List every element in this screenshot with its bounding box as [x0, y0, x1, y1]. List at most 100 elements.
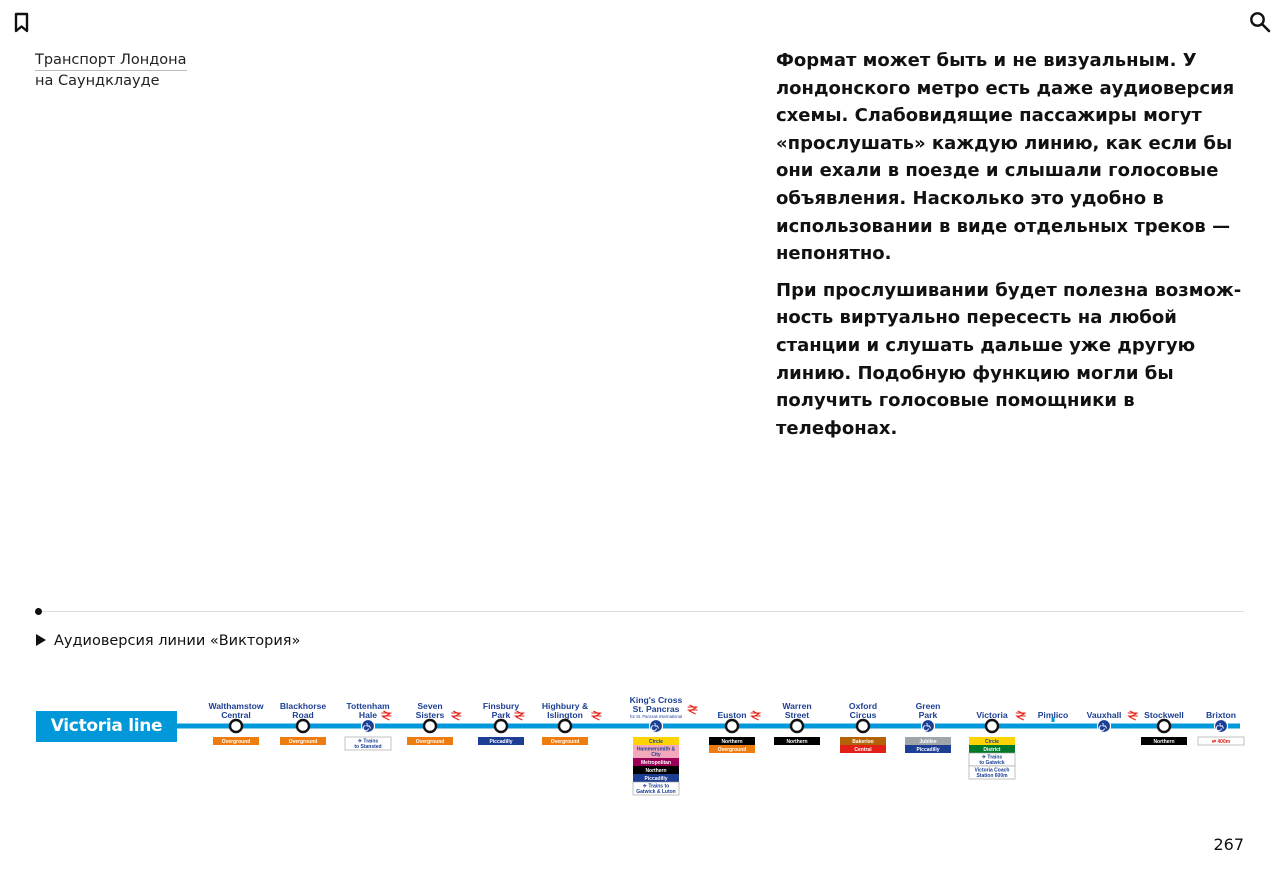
station-name-stockwell: Stockwell	[1144, 710, 1184, 720]
wheelchair-icon	[1098, 723, 1107, 732]
station-name-green-park: Park	[919, 710, 938, 720]
station-name-warren-street: Street	[785, 710, 809, 720]
interchange-label: ✈ Trains	[982, 755, 1003, 761]
interchange-box	[1141, 737, 1187, 745]
station-name-seven-sisters: Sisters	[416, 710, 445, 720]
interchange-box	[407, 737, 453, 745]
station-name-finsbury-park: Park	[492, 710, 511, 720]
soundcloud-link[interactable]: Транспорт Лондона на Саундклауде	[35, 50, 187, 91]
station-marker-warren-street	[789, 718, 805, 734]
interchange-label: Northern	[786, 739, 807, 745]
station-name-pimlico: Pimlico	[1038, 710, 1069, 720]
interchange-label: Overground	[289, 739, 318, 745]
interchange-box	[344, 736, 392, 751]
wheelchair-icon	[922, 723, 931, 732]
victoria-line-diagram: WalthamstowCentralOvergroundBlackhorseRo…	[176, 695, 1245, 796]
article-paragraph-1: Формат может быть и не визуальным. У лон…	[776, 50, 1235, 265]
national-rail-icon	[591, 710, 602, 721]
national-rail-icon	[1127, 710, 1138, 721]
national-rail-icon	[687, 704, 698, 715]
interchange-box	[968, 765, 1016, 780]
station-name-king-s-cross-st-pancras: St. Pancras	[633, 704, 680, 714]
station-name-vauxhall: Vauxhall	[1087, 710, 1122, 720]
station-marker-euston	[724, 718, 740, 734]
bookmark-icon[interactable]	[12, 12, 32, 34]
station-name-tottenham-hale: Hale	[359, 710, 377, 720]
interchange-label: Circle	[985, 739, 999, 745]
interchange-box	[478, 737, 524, 745]
interchange-label: ⇌ 400m	[1212, 739, 1231, 745]
interchange-label: Central	[854, 747, 872, 753]
station-name-king-s-cross-st-pancras: King's Cross	[630, 695, 683, 705]
interchange-label: Station 600m	[976, 773, 1008, 779]
national-rail-icon	[750, 710, 761, 721]
interchange-label: Northern	[1153, 739, 1174, 745]
station-name-blackhorse-road: Blackhorse	[280, 701, 327, 711]
station-marker-oxford-circus	[855, 718, 871, 734]
interchange-label: ✈ Trains	[358, 739, 379, 745]
station-name-blackhorse-road: Road	[292, 710, 313, 720]
station-name-walthamstow-central: Central	[221, 710, 251, 720]
interchange-box	[542, 737, 588, 745]
station-name-victoria: Victoria	[976, 710, 1008, 720]
interchange-label: Piccadilly	[916, 747, 939, 753]
station-marker-finsbury-park	[493, 718, 509, 734]
interchange-label: ✈ Trains to	[643, 784, 669, 790]
interchange-label: Gatwick & Luton	[636, 789, 675, 795]
interchange-label: to Stansted	[354, 744, 381, 750]
interchange-label: City	[651, 752, 661, 758]
interchange-box	[774, 737, 820, 745]
interchange-box	[905, 745, 951, 753]
station-marker-highbury-islington	[557, 718, 573, 734]
soundcloud-link-line2[interactable]: на Саундклауде	[35, 73, 160, 89]
wheelchair-icon	[362, 723, 371, 732]
national-rail-icon	[514, 710, 525, 721]
station-marker-seven-sisters	[422, 718, 438, 734]
search-icon[interactable]	[1248, 10, 1272, 34]
interchange-box	[969, 745, 1015, 753]
interchange-box	[213, 737, 259, 745]
interchange-box	[1197, 736, 1245, 746]
play-icon[interactable]	[36, 634, 46, 646]
interchange-label: Overground	[718, 747, 747, 753]
station-name-highbury-islington: Islington	[547, 710, 583, 720]
interchange-box	[280, 737, 326, 745]
interchange-box	[633, 745, 679, 758]
interchange-label: Overground	[416, 739, 445, 745]
interchange-box	[969, 737, 1015, 745]
wheelchair-icon	[650, 723, 659, 732]
interchange-label: Metropolitan	[641, 760, 671, 766]
station-subtitle-king-s-cross-st-pancras: for St. Pancras International	[630, 714, 682, 719]
station-name-tottenham-hale: Tottenham	[346, 701, 390, 711]
station-name-seven-sisters: Seven	[417, 701, 442, 711]
station-name-warren-street: Warren	[782, 701, 811, 711]
interchange-label: Jubilee	[919, 739, 936, 745]
interchange-label: Northern	[721, 739, 742, 745]
interchange-box	[905, 737, 951, 745]
article-paragraph-2: При прослушивании будет полезна возмож­н…	[776, 279, 1242, 439]
station-name-oxford-circus: Circus	[850, 710, 877, 720]
station-name-brixton: Brixton	[1206, 710, 1236, 720]
interchange-box	[840, 737, 886, 745]
station-name-euston: Euston	[717, 710, 746, 720]
station-name-oxford-circus: Oxford	[849, 701, 877, 711]
station-marker-blackhorse-road	[295, 718, 311, 734]
national-rail-icon	[451, 710, 462, 721]
station-marker-stockwell	[1156, 718, 1172, 734]
interchange-box	[632, 781, 680, 796]
interchange-box	[709, 737, 755, 745]
station-name-green-park: Green	[916, 701, 941, 711]
interchange-box	[633, 758, 679, 766]
interchange-label: Overground	[551, 739, 580, 745]
divider	[38, 611, 1244, 612]
national-rail-icon	[381, 710, 392, 721]
station-marker-walthamstow-central	[228, 718, 244, 734]
interchange-box	[633, 737, 679, 745]
audio-link-label[interactable]: Аудиоверсия линии «Виктория»	[54, 633, 301, 649]
station-name-highbury-islington: Highbury &	[542, 701, 588, 711]
soundcloud-link-line1[interactable]: Транспорт Лондона	[35, 50, 187, 71]
interchange-box	[633, 774, 679, 782]
station-marker-victoria	[984, 718, 1000, 734]
audio-player-link[interactable]: Аудиоверсия линии «Виктория»	[36, 631, 300, 651]
interchange-label: Hammersmith &	[637, 747, 676, 753]
